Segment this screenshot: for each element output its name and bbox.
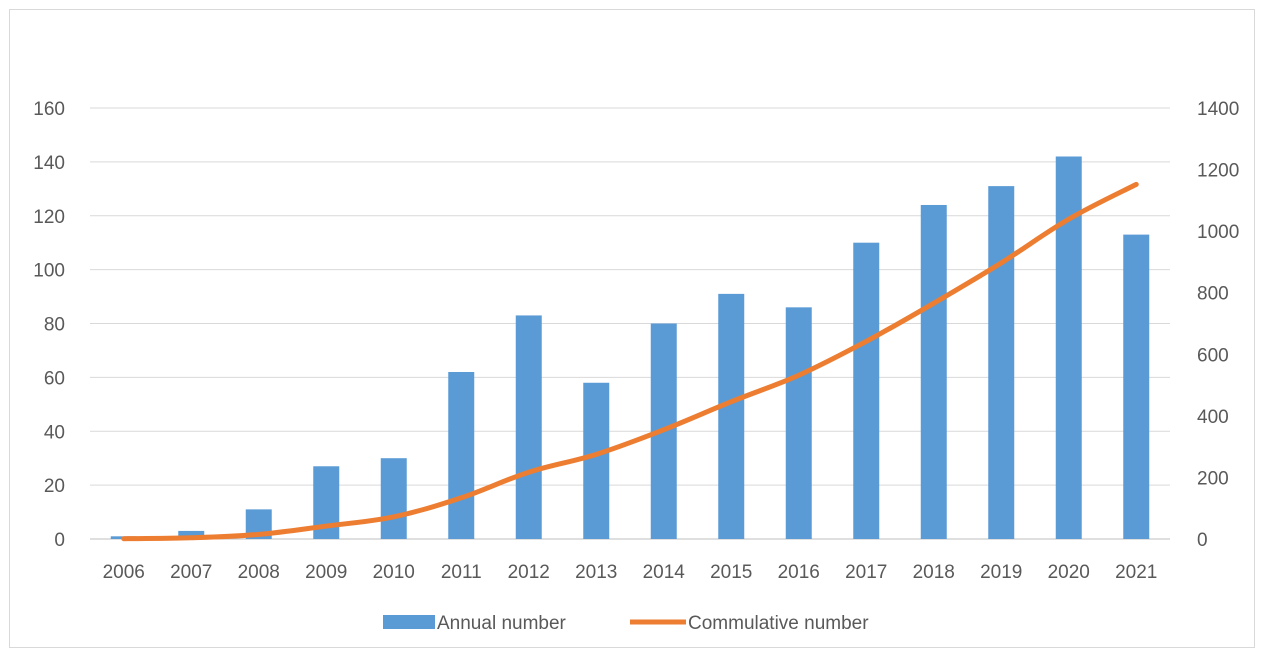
- left-axis-ticks: 0 20 40 60 80 100 120 140 160: [33, 99, 65, 551]
- bar-2012: [515, 315, 542, 539]
- x-tick-label: 2020: [1048, 562, 1090, 583]
- x-tick-label: 2016: [778, 562, 820, 583]
- x-tick-label: 2009: [305, 562, 347, 583]
- x-tick-label: 2018: [913, 562, 955, 583]
- y-tick-label: 160: [33, 99, 65, 120]
- y2-tick-label: 400: [1197, 407, 1229, 428]
- x-tick-label: 2007: [170, 562, 212, 583]
- legend: Annual number Commulative number: [383, 613, 869, 634]
- legend-swatch-annual: [383, 615, 435, 629]
- y-tick-label: 140: [33, 153, 65, 174]
- legend-label-cumulative: Commulative number: [688, 613, 869, 634]
- x-tick-label: 2017: [845, 562, 887, 583]
- x-tick-label: 2011: [441, 562, 482, 583]
- annual-bars: [110, 156, 1150, 540]
- y2-tick-label: 1400: [1197, 99, 1239, 120]
- bar-2018: [920, 204, 947, 539]
- bar-2017: [853, 242, 880, 539]
- x-tick-label: 2006: [103, 562, 145, 583]
- cumulative-line: [121, 181, 1139, 542]
- y2-tick-label: 800: [1197, 284, 1229, 305]
- bar-2016: [785, 307, 812, 539]
- y-tick-label: 40: [44, 422, 65, 443]
- y-tick-label: 60: [44, 368, 65, 389]
- y2-tick-label: 1000: [1197, 222, 1239, 243]
- bar-2011: [448, 371, 475, 539]
- x-tick-label: 2015: [710, 562, 752, 583]
- x-tick-label: 2008: [238, 562, 280, 583]
- x-tick-label: 2019: [980, 562, 1022, 583]
- y-tick-label: 100: [33, 261, 65, 282]
- bar-2015: [718, 293, 745, 539]
- y-tick-label: 120: [33, 207, 65, 228]
- y2-tick-label: 200: [1197, 468, 1229, 489]
- y2-tick-label: 1200: [1197, 161, 1239, 182]
- right-axis-ticks: 0 200 400 600 800 1000 1200 1400: [1197, 99, 1239, 551]
- x-tick-label: 2012: [508, 562, 550, 583]
- legend-label-annual: Annual number: [437, 613, 567, 634]
- x-tick-label: 2014: [643, 562, 686, 583]
- bar-2013: [583, 382, 610, 539]
- x-tick-label: 2013: [575, 562, 617, 583]
- y-tick-label: 80: [44, 315, 65, 336]
- bar-2021: [1123, 234, 1150, 539]
- y-tick-label: 20: [44, 476, 65, 497]
- bar-2010: [380, 458, 407, 539]
- y2-tick-label: 600: [1197, 345, 1229, 366]
- cumulative-series-line: [121, 181, 1139, 542]
- y2-tick-label: 0: [1197, 530, 1208, 551]
- x-tick-label: 2010: [373, 562, 415, 583]
- chart-frame: [9, 9, 1255, 648]
- y-tick-label: 0: [54, 530, 65, 551]
- x-tick-label: 2021: [1115, 562, 1157, 583]
- bar-2019: [988, 186, 1015, 539]
- x-axis-ticks: 2006 2007 2008 2009 2010 2011 2012 2013 2014 2015…: [103, 562, 1158, 583]
- bar-2007: [178, 530, 205, 539]
